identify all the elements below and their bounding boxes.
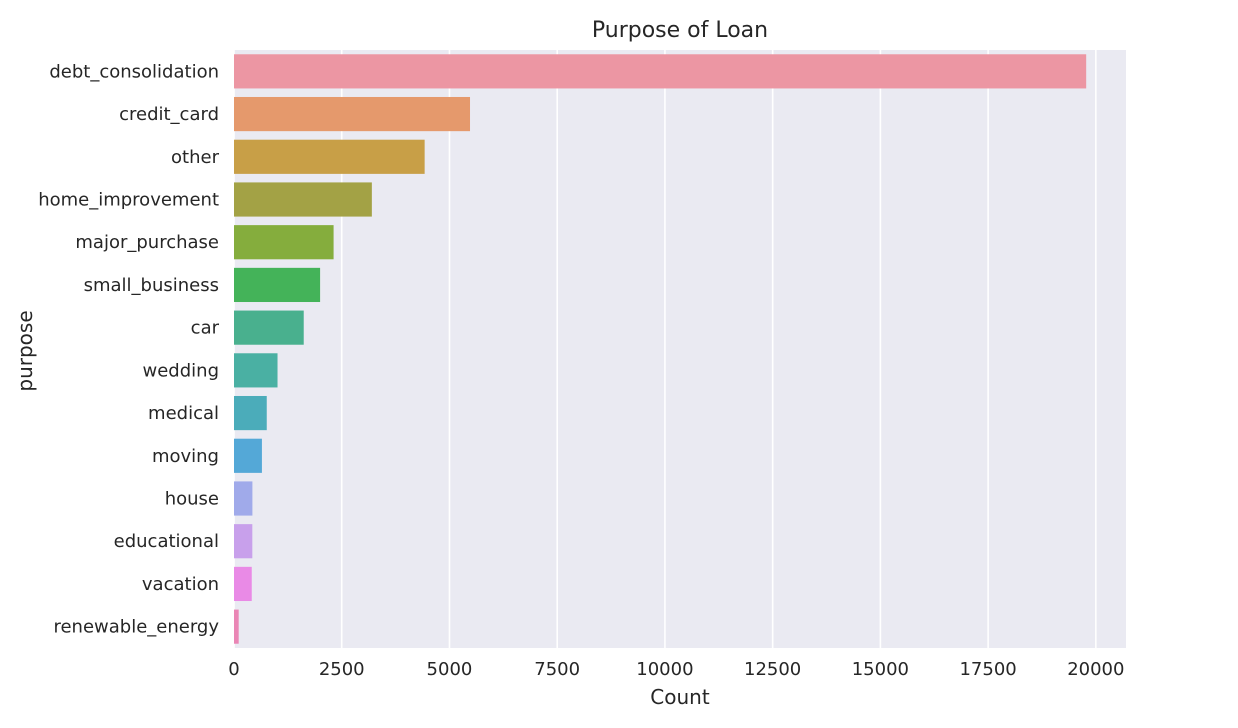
- bar-wedding: [234, 353, 278, 388]
- bar-major-purchase: [234, 225, 334, 260]
- bar-moving: [234, 438, 262, 473]
- y-tick-label: educational: [114, 531, 219, 552]
- x-tick-label: 7500: [534, 659, 580, 680]
- x-tick-label: 5000: [427, 659, 473, 680]
- y-tick-label: medical: [148, 403, 219, 424]
- bars: [234, 54, 1087, 644]
- bar-educational: [234, 524, 253, 559]
- x-tick-label: 2500: [319, 659, 365, 680]
- bar-other: [234, 139, 425, 174]
- y-tick-label: renewable_energy: [53, 617, 219, 638]
- x-tick-label: 17500: [959, 659, 1016, 680]
- y-tick-label: vacation: [142, 574, 219, 595]
- y-tick-label: small_business: [84, 275, 219, 296]
- x-tick-labels: 0 2500 5000 7500 10000 12500 15000 17500 20000: [228, 659, 1124, 680]
- bar-vacation: [234, 566, 252, 602]
- bar-car: [234, 310, 304, 345]
- y-tick-label: house: [165, 489, 219, 510]
- bar-home-improvement: [234, 182, 372, 217]
- x-tick-label: 0: [228, 659, 239, 680]
- y-tick-label: major_purchase: [75, 232, 219, 253]
- chart-title: Purpose of Loan: [592, 18, 768, 43]
- x-tick-label: 20000: [1067, 659, 1124, 680]
- bar-house: [234, 481, 253, 516]
- y-tick-label: wedding: [143, 360, 219, 381]
- y-tick-label: home_improvement: [38, 190, 219, 211]
- x-axis-label: Count: [650, 685, 710, 709]
- y-tick-label: moving: [152, 446, 219, 467]
- y-tick-label: debt_consolidation: [49, 61, 219, 82]
- bar-renewable-energy: [234, 609, 239, 644]
- bar-credit-card: [234, 96, 471, 132]
- y-tick-label: car: [191, 318, 220, 339]
- y-axis-label: purpose: [13, 310, 37, 391]
- x-tick-label: 12500: [744, 659, 801, 680]
- bar-medical: [234, 395, 267, 431]
- y-tick-label: credit_card: [119, 104, 219, 125]
- bar-debt-consolidation: [234, 54, 1087, 89]
- y-tick-label: other: [171, 147, 220, 168]
- x-tick-label: 10000: [636, 659, 693, 680]
- x-tick-label: 15000: [852, 659, 909, 680]
- bar-small-business: [234, 267, 321, 303]
